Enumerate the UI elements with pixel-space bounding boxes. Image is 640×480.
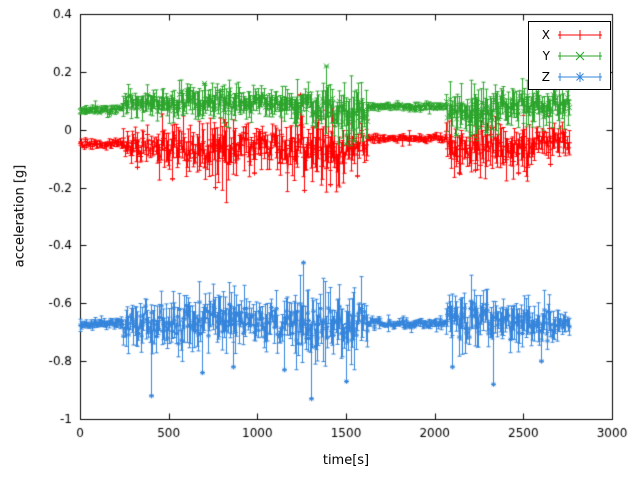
legend-entry: X (538, 24, 603, 45)
y-axis-label: acceleration [g] (12, 164, 28, 268)
x-axis-label: time[s] (322, 453, 370, 468)
legend-sample-line (558, 29, 602, 40)
legend-label: X (541, 27, 550, 42)
legend-sample-line (558, 71, 602, 82)
legend-sample-line (558, 51, 602, 60)
legend-entry: Y (538, 45, 603, 66)
legend-entry: Z (538, 66, 603, 87)
legend-label: Z (541, 69, 550, 84)
legend-label: Y (542, 48, 550, 63)
